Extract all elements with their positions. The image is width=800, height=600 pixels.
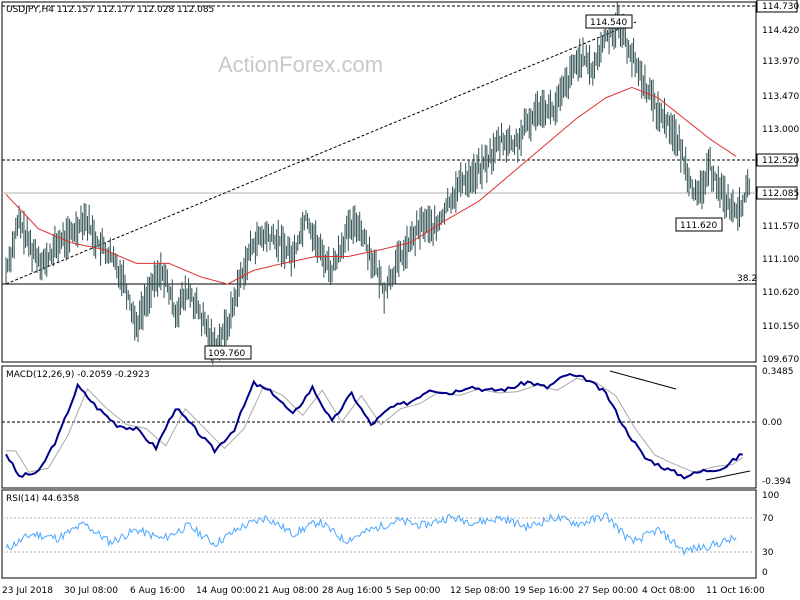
price-title: USDJPY,H4 112.157 112.177 112.028 112.08…	[6, 5, 214, 15]
price-tick-label: 112.085	[762, 189, 799, 199]
x-tick-label: 4 Oct 08:00	[642, 586, 695, 596]
price-tick-box	[756, 0, 798, 13]
price-tick-box	[756, 153, 798, 167]
macd-y-top: 0.3485	[762, 367, 794, 377]
price-tick-label: 113.000	[762, 125, 799, 135]
x-tick-label: 12 Sep 08:00	[450, 586, 510, 596]
x-axis: 23 Jul 2018 30 Jul 08:00 6 Aug 16:00 14 Aug…	[2, 586, 765, 596]
x-tick-label: 19 Sep 16:00	[514, 586, 574, 596]
price-candles	[5, 2, 750, 365]
rsi-panel-frame	[1, 489, 757, 579]
callout-high-box	[585, 14, 633, 29]
macd-line	[5, 372, 743, 480]
price-y-axis: 114.730 114.420 113.970 113.470 113.000 112.5…	[756, 0, 799, 365]
macd-divergence-bottom	[705, 470, 751, 481]
price-tick-label: 114.730	[762, 2, 799, 12]
x-tick-label: 23 Jul 2018	[2, 586, 53, 596]
x-tick-label: 27 Sep 00:00	[578, 586, 638, 596]
x-tick-label: 28 Aug 16:00	[322, 586, 383, 596]
price-tick-label: 109.670	[762, 355, 799, 365]
price-tick-label: 113.470	[762, 92, 799, 102]
macd-y-zero: 0.00	[762, 418, 782, 428]
callout-high: 114.540	[590, 18, 627, 28]
watermark: ActionForex.com	[218, 52, 383, 77]
rsi-title: RSI(14) 44.6358	[6, 494, 79, 504]
price-tick-label: 110.620	[762, 288, 799, 298]
price-tick-label: 110.150	[762, 322, 799, 332]
x-tick-label: 11 Oct 16:00	[706, 586, 765, 596]
x-tick-label: 14 Aug 00:00	[196, 586, 257, 596]
rsi-y-100: 100	[762, 491, 779, 501]
macd-title: MACD(12,26,9) -0.2059 -0.2923	[6, 370, 150, 380]
callout-recent-low-box	[675, 217, 723, 232]
rsi-y-30: 30	[762, 548, 774, 558]
trendline	[5, 21, 637, 285]
price-tick-box	[756, 186, 798, 200]
price-tick-label: 112.520	[762, 156, 799, 166]
moving-average-line	[5, 86, 737, 285]
macd-divergence-top	[609, 370, 677, 390]
rsi-y-70: 70	[762, 514, 774, 524]
price-tick-label: 113.970	[762, 57, 799, 67]
x-tick-label: 5 Sep 00:00	[386, 586, 441, 596]
macd-signal-line	[5, 377, 744, 473]
fib-label: 38.2	[737, 274, 757, 284]
callout-low-box	[204, 345, 252, 360]
price-panel-frame	[1, 1, 757, 363]
x-tick-label: 30 Jul 08:00	[64, 586, 118, 596]
callout-low: 109.760	[208, 349, 245, 359]
x-tick-label: 21 Aug 08:00	[258, 586, 319, 596]
macd-panel-frame	[1, 365, 757, 489]
callout-recent-low: 111.620	[680, 221, 717, 231]
rsi-line	[5, 512, 737, 557]
price-tick-label: 111.100	[762, 255, 799, 265]
macd-y-bottom: -0.394	[762, 477, 791, 487]
price-tick-label: 111.570	[762, 222, 799, 232]
rsi-y-0: 0	[762, 568, 768, 578]
price-tick-label: 114.420	[762, 26, 799, 36]
x-tick-label: 6 Aug 16:00	[130, 586, 185, 596]
